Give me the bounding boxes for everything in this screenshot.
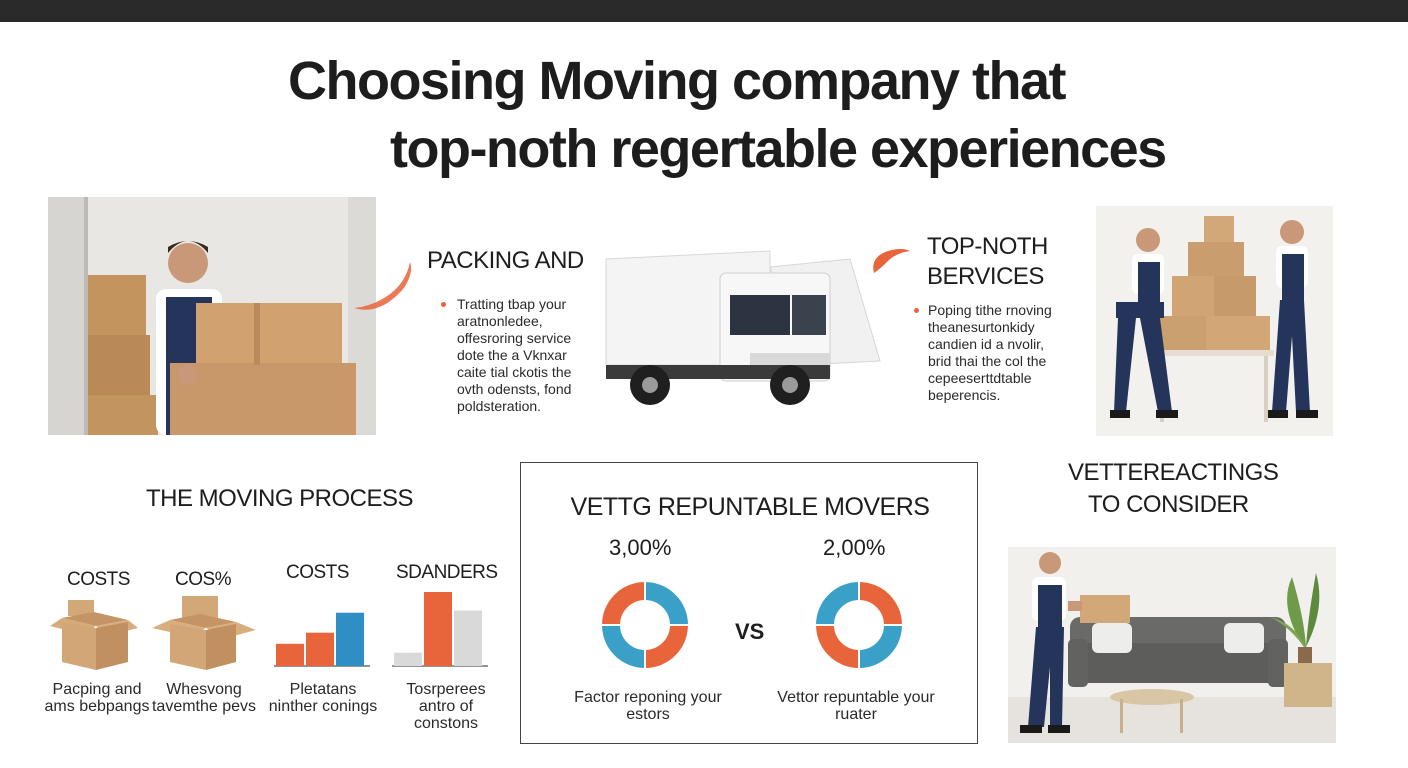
packing-body: Tratting tbap your aratnonledee, offesro… xyxy=(457,296,572,414)
consider-heading-line-2: TO CONSIDER xyxy=(1088,491,1249,518)
mover-living-room-photo xyxy=(1008,547,1336,743)
services-heading-line-1: TOP-NOTH xyxy=(927,233,1048,260)
left-donut-slice-2 xyxy=(644,624,691,671)
sdanders-bar-3 xyxy=(454,610,482,666)
right-donut-chart xyxy=(813,579,905,671)
process-col-2-caption: Whesvong tavemthe pevs xyxy=(151,681,257,715)
left-donut-slice-4 xyxy=(599,579,646,626)
right-donut-slice-4 xyxy=(813,579,860,626)
process-heading: THE MOVING PROCESS xyxy=(146,485,414,512)
vetting-heading: VETTG REPUNTABLE MOVERS xyxy=(570,493,930,521)
moving-truck-image xyxy=(600,245,882,413)
right-donut-slice-1 xyxy=(858,579,905,626)
services-body: Poping tithe rnoving theanesurtonkidy ca… xyxy=(928,302,1052,403)
vetting-panel: VETTG REPUNTABLE MOVERS 3,00% 2,00% VS F… xyxy=(520,462,978,744)
vs-label: VS xyxy=(735,619,765,644)
swoosh-accent-icon-2 xyxy=(873,249,910,273)
costs-bar-2 xyxy=(306,632,334,666)
services-bullet xyxy=(914,308,919,313)
process-col-3-caption: Pletatans ninther conings xyxy=(268,681,378,715)
page-title-line-2: top-noth regertable experiences xyxy=(390,119,1167,179)
process-col-1-caption: Pacping and ams bebpangs xyxy=(44,681,150,715)
packing-heading: PACKING AND xyxy=(427,247,584,274)
left-donut-slice-3 xyxy=(599,624,646,671)
left-donut-caption: Factor reponing your estors xyxy=(574,689,722,723)
left-percentage: 3,00% xyxy=(609,535,672,560)
process-col-3-title: COSTS xyxy=(286,562,349,583)
process-col-4-caption: Tosrperees antro of constons xyxy=(406,681,486,732)
two-movers-photo xyxy=(1096,206,1333,436)
open-box-icon xyxy=(50,600,138,670)
right-donut-caption: Vettor repuntable your ruater xyxy=(777,689,935,723)
right-donut-slice-3 xyxy=(813,624,860,671)
process-col-4-title: SDANDERS xyxy=(396,562,498,583)
top-bar xyxy=(0,0,1408,22)
services-heading-line-2: BERVICES xyxy=(927,263,1044,290)
page-title-line-1: Choosing Moving company that xyxy=(288,51,1067,111)
right-percentage: 2,00% xyxy=(823,535,886,560)
consider-heading-line-1: VETTEREACTINGS xyxy=(1068,459,1279,486)
costs-bar-1 xyxy=(276,643,304,666)
left-donut-slice-1 xyxy=(644,579,691,626)
mover-with-boxes-photo xyxy=(48,197,376,435)
swoosh-accent-icon xyxy=(354,262,412,310)
sdanders-bar-1 xyxy=(394,652,422,666)
left-donut-chart xyxy=(599,579,691,671)
right-donut-slice-2 xyxy=(858,624,905,671)
process-col-1-title: COSTS xyxy=(67,569,130,590)
sdanders-bar-2 xyxy=(424,592,452,666)
open-box-icon-2 xyxy=(152,596,256,670)
process-col-2-title: COS% xyxy=(175,569,232,590)
costs-bar-3 xyxy=(336,612,364,666)
packing-bullet xyxy=(441,302,446,307)
sdanders-bar-chart xyxy=(392,592,488,667)
costs-bar-chart xyxy=(274,612,370,667)
